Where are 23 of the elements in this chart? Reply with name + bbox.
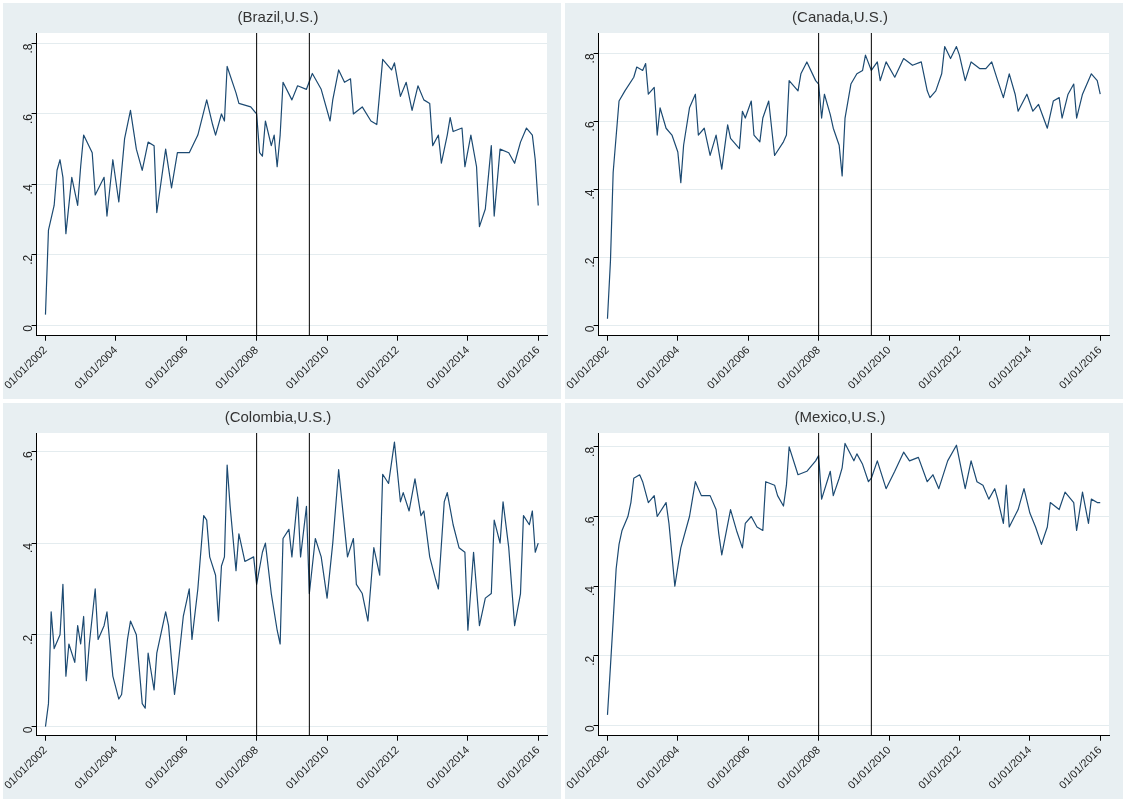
chart-title: (Brazil,U.S.) — [237, 8, 319, 26]
y-tick-label: .2 — [582, 655, 597, 666]
y-tick-label: .8 — [20, 43, 35, 54]
y-tick-label: 0 — [20, 726, 35, 734]
y-tick-label: .2 — [20, 254, 35, 265]
y-tick-label: .2 — [582, 257, 597, 268]
y-tick-label: 0 — [582, 724, 597, 732]
y-tick-label: .6 — [582, 516, 597, 527]
y-tick-label: .6 — [20, 451, 35, 462]
y-tick-label: .4 — [582, 585, 597, 597]
y-tick-label: .2 — [20, 634, 35, 645]
y-tick-label: .4 — [20, 184, 35, 195]
y-tick-label: 0 — [20, 324, 35, 332]
y-tick-label: 0 — [582, 325, 597, 333]
y-tick-label: .4 — [20, 542, 35, 554]
y-tick-label: .8 — [582, 446, 597, 457]
y-tick-label: .6 — [582, 121, 597, 132]
chart-title: (Mexico,U.S.) — [794, 408, 886, 426]
y-tick-label: .4 — [582, 189, 597, 200]
y-tick-label: .8 — [582, 53, 597, 64]
chart-title: (Canada,U.S.) — [792, 8, 888, 26]
chart-title: (Colombia,U.S.) — [224, 408, 332, 426]
y-tick-label: .6 — [20, 113, 35, 124]
